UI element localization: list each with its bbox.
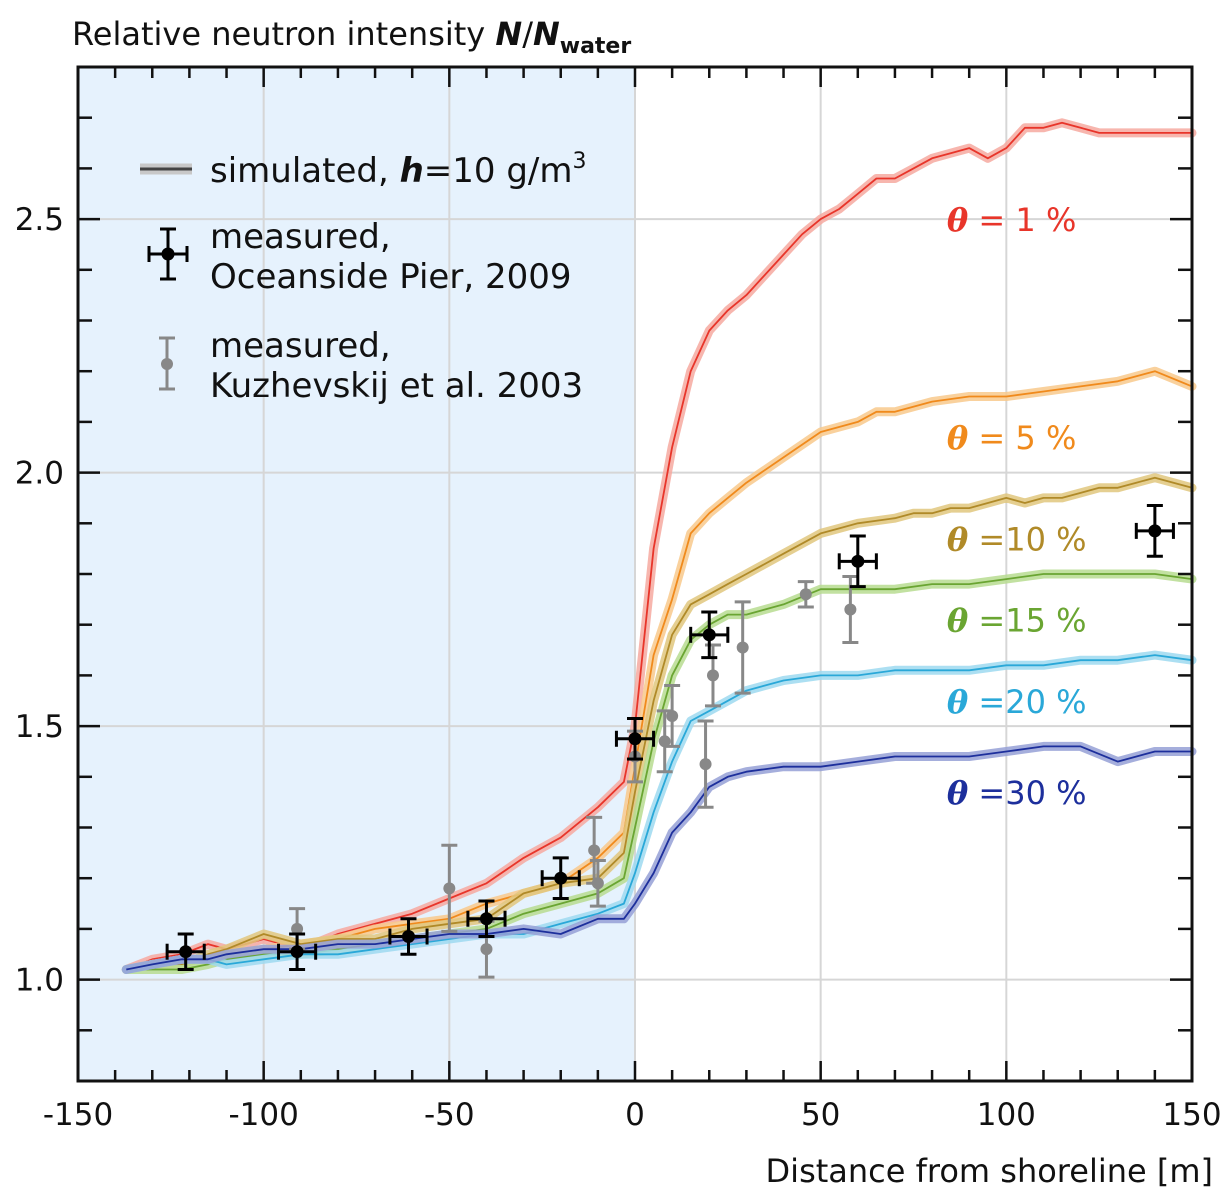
oceanside-marker — [851, 554, 865, 568]
kuzhevskij-marker — [706, 669, 719, 682]
kuzhevskij-point-3 — [586, 815, 603, 885]
x-tick-label: -150 — [43, 1097, 113, 1133]
x-tick-label: 150 — [1162, 1097, 1221, 1133]
kuzhevskij-point-11 — [797, 580, 814, 609]
theta-value: 15 % — [1005, 602, 1086, 640]
y-tick-label: 2.0 — [15, 456, 64, 492]
legend-oceanside-line2: Oceanside Pier, 2009 — [210, 257, 571, 297]
legend-oceanside-marker — [147, 227, 189, 281]
points-layer — [165, 504, 1175, 979]
y-tick-label: 1.0 — [15, 963, 64, 999]
oceanside-point-4 — [540, 856, 581, 900]
series-line-5 — [126, 745, 1192, 971]
kuzhevskij-marker — [799, 588, 812, 601]
kuzhevskij-marker — [480, 943, 493, 956]
oceanside-point-0 — [165, 932, 206, 971]
kuzhevskij-marker — [658, 735, 671, 748]
legend-kuzhevskij-line2: Kuzhevskij et al. 2003 — [210, 366, 583, 406]
kuzhevskij-point-10 — [734, 600, 751, 695]
kuzhevskij-point-4 — [589, 858, 606, 908]
y-axis-title-slash: / — [522, 15, 533, 53]
series-line-0 — [125, 121, 1192, 971]
kuzhevskij-point-7 — [664, 684, 681, 748]
x-axis-title: Distance from shoreline [m] — [766, 1152, 1213, 1190]
theta-symbol: θ — [947, 683, 969, 721]
oceanside-marker — [702, 628, 716, 642]
oceanside-point-3 — [466, 899, 507, 939]
oceanside-point-5 — [614, 716, 656, 761]
y-tick-label: 1.5 — [15, 709, 64, 745]
kuzhevskij-marker — [443, 882, 456, 895]
theta-label-5: θ =30 % — [947, 774, 1087, 812]
theta-equals: = — [968, 419, 1005, 457]
oceanside-marker — [401, 930, 415, 944]
theta-symbol: θ — [947, 602, 969, 640]
theta-symbol: θ — [947, 201, 969, 239]
kuzhevskij-marker — [591, 877, 604, 890]
theta-value: 30 % — [1005, 774, 1086, 812]
legend-simulated-label: simulated, h=10 g/m3 — [210, 149, 587, 191]
x-tick-label: 100 — [977, 1097, 1036, 1133]
theta-equals: = — [968, 521, 1005, 559]
kuzhevskij-point-8 — [697, 719, 714, 809]
legend: simulated, h=10 g/m3 measured, Oceanside… — [140, 149, 587, 406]
legend-oceanside-line1: measured, — [210, 217, 391, 257]
kuzhevskij-marker — [844, 603, 857, 616]
theta-symbol: θ — [947, 419, 969, 457]
oceanside-marker — [554, 871, 568, 885]
theta-equals: = — [968, 683, 1005, 721]
y-axis-title: Relative neutron intensity N/Nwater — [72, 15, 631, 59]
theta-value: 20 % — [1005, 683, 1086, 721]
theta-value: 1 % — [1005, 201, 1076, 239]
theta-label-0: θ = 1 % — [947, 201, 1076, 239]
oceanside-marker — [290, 945, 304, 959]
y-axis-title-subscript: water — [560, 34, 632, 59]
theta-symbol: θ — [947, 774, 969, 812]
y-axis-title-n2: N — [533, 15, 560, 53]
axes-layer — [76, 65, 1194, 1083]
theta-label-1: θ = 5 % — [947, 419, 1076, 457]
y-axis-title-main: Relative neutron intensity — [72, 15, 485, 53]
theta-equals: = — [968, 774, 1005, 812]
x-tick-label: -50 — [424, 1097, 475, 1133]
y-axis-title-n: N — [495, 15, 522, 53]
kuzhevskij-marker — [588, 844, 601, 857]
theta-label-4: θ =20 % — [947, 683, 1087, 721]
kuzhevskij-marker — [666, 709, 679, 722]
series-line-2 — [126, 476, 1193, 971]
y-tick-label: 2.5 — [15, 202, 64, 238]
oceanside-point-2 — [388, 917, 429, 956]
oceanside-marker — [179, 945, 193, 959]
theta-label-2: θ =10 % — [947, 521, 1087, 559]
oceanside-point-6 — [689, 610, 730, 660]
theta-equals: = — [968, 602, 1005, 640]
theta-equals: = — [968, 201, 1005, 239]
legend-kuzhevskij-marker — [159, 336, 175, 391]
x-tick-label: -100 — [228, 1097, 298, 1133]
theta-value: 10 % — [1005, 521, 1086, 559]
oceanside-point-7 — [837, 534, 878, 589]
oceanside-marker — [628, 732, 642, 746]
theta-symbol: θ — [947, 521, 969, 559]
kuzhevskij-marker — [736, 641, 749, 654]
oceanside-marker — [479, 912, 493, 926]
theta-value: 5 % — [1005, 419, 1076, 457]
kuzhevskij-marker — [699, 758, 712, 771]
oceanside-marker — [1148, 524, 1162, 538]
kuzhevskij-point-9 — [704, 643, 721, 708]
x-tick-label: 50 — [801, 1097, 840, 1133]
x-tick-label: 0 — [625, 1097, 645, 1133]
kuzhevskij-marker — [291, 922, 304, 935]
oceanside-point-1 — [277, 932, 318, 971]
kuzhevskij-point-1 — [441, 843, 458, 933]
theta-label-3: θ =15 % — [947, 602, 1087, 640]
series-line-4 — [126, 654, 1193, 971]
legend-kuzhevskij-line1: measured, — [210, 326, 391, 366]
oceanside-point-8 — [1134, 504, 1175, 558]
